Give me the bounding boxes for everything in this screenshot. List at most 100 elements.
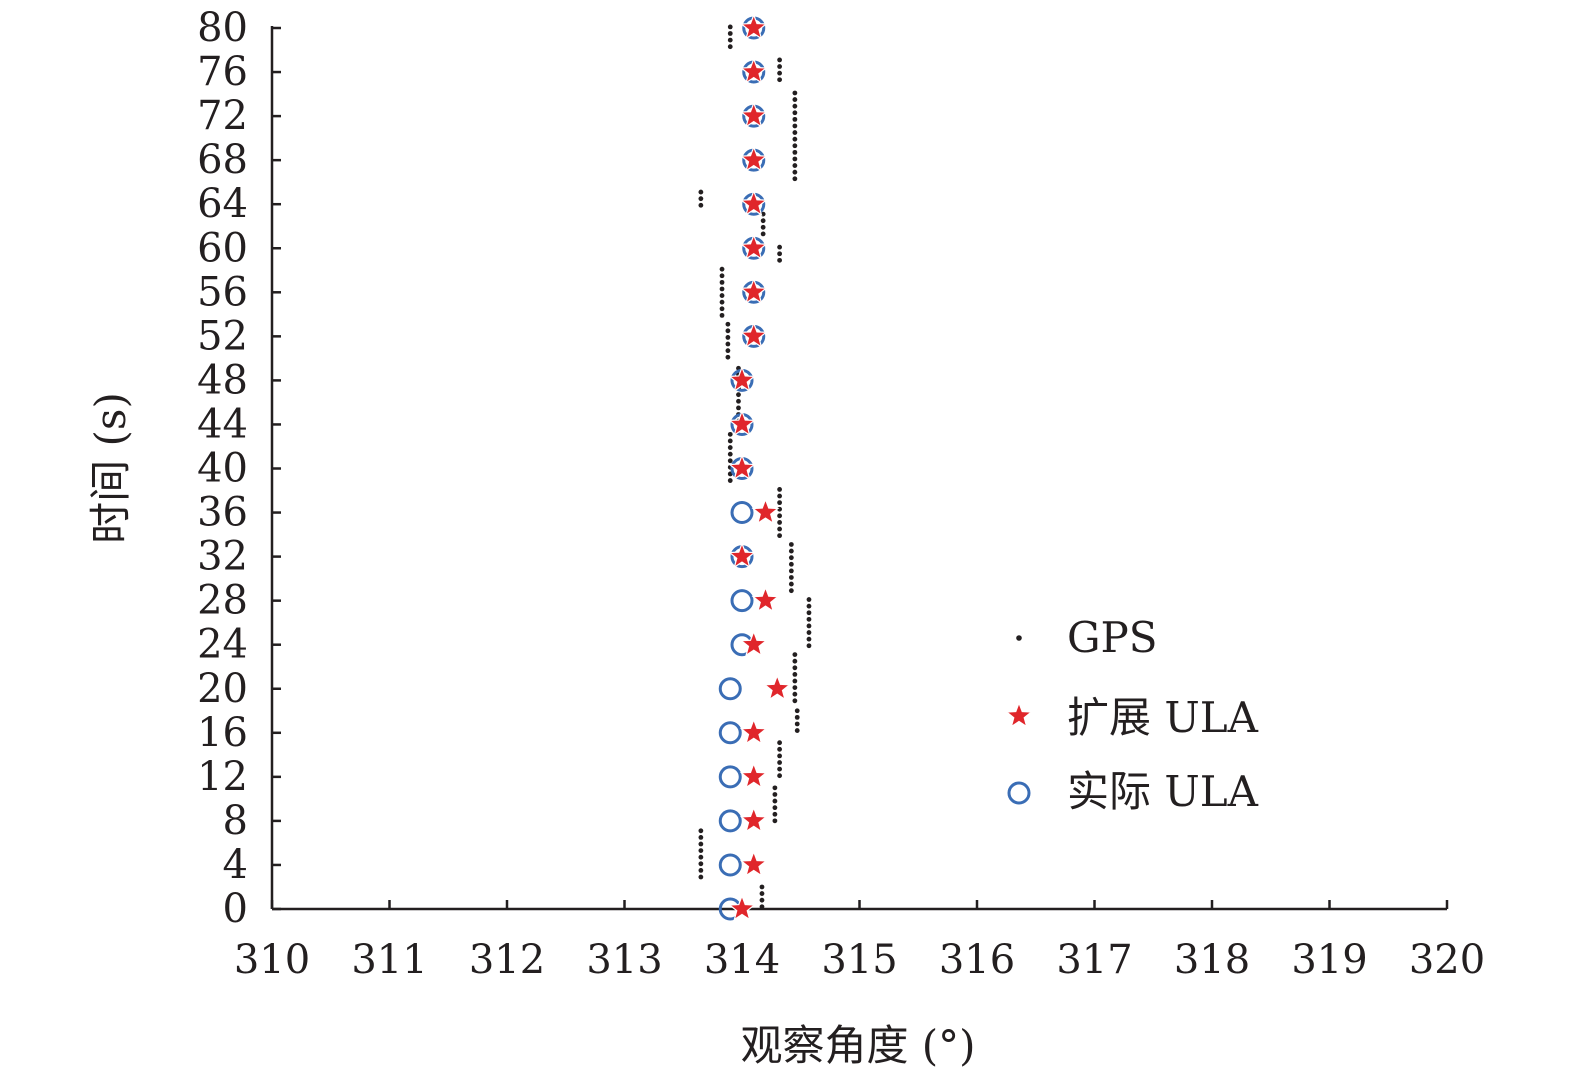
x-tick-label: 310	[234, 937, 310, 983]
gps-point	[806, 630, 812, 635]
gps-point	[777, 746, 782, 752]
legend: GPS 扩展 ULA 实际 ULA	[1005, 613, 1259, 816]
actual-ula-point	[718, 721, 742, 745]
gps-point	[792, 143, 798, 149]
gps-point	[777, 493, 782, 499]
legend-item-extended-ula: 扩展 ULA	[1005, 693, 1259, 742]
gps-point	[719, 273, 725, 279]
gps-point	[698, 848, 704, 854]
legend-item-actual-ula: 实际 ULA	[1007, 767, 1259, 816]
gps-point	[777, 57, 782, 63]
x-tick-label: 317	[1056, 937, 1132, 983]
y-tick-label: 8	[223, 798, 248, 844]
gps-point	[727, 451, 733, 457]
gps-point	[777, 64, 782, 69]
gps-point	[792, 90, 798, 96]
y-tick-label: 0	[223, 886, 248, 932]
gps-point	[725, 321, 731, 327]
gps-point	[760, 224, 766, 230]
extended-ula-point	[739, 233, 768, 261]
gps-point	[777, 753, 782, 759]
gps-point	[788, 555, 794, 561]
y-tick-label: 48	[197, 357, 248, 403]
x-tick-label: 313	[586, 937, 662, 983]
legend-extended-ula-label: 扩展 ULA	[1067, 693, 1259, 742]
gps-point	[727, 31, 733, 36]
gps-point	[794, 708, 800, 714]
gps-point	[792, 123, 798, 129]
y-tick-label: 28	[197, 578, 248, 624]
x-tick-label: 318	[1174, 937, 1250, 983]
gps-point	[698, 189, 704, 195]
y-tick-label: 60	[197, 225, 248, 271]
actual-ula-point	[718, 677, 742, 701]
gps-point	[792, 691, 798, 697]
x-tick-label: 311	[351, 937, 427, 983]
gps-point	[806, 636, 812, 642]
y-tick-label: 56	[197, 269, 248, 315]
gps-point	[806, 597, 812, 602]
gps-point	[777, 773, 782, 779]
gps-point	[788, 575, 794, 580]
gps-point	[792, 136, 798, 142]
gps-point	[792, 110, 798, 116]
gps-point	[777, 760, 782, 765]
y-tick-label: 36	[197, 490, 248, 536]
extended-ula-point	[739, 806, 768, 833]
gps-point	[794, 714, 800, 720]
y-tick-label: 52	[197, 313, 248, 359]
y-tick-label: 20	[197, 666, 248, 712]
gps-series	[698, 24, 812, 910]
gps-point	[772, 818, 778, 824]
extended-ula-point	[728, 453, 756, 481]
gps-point	[698, 841, 704, 847]
extended-ula-point	[739, 189, 768, 217]
gps-point	[792, 672, 798, 677]
gps-point	[759, 884, 765, 890]
extended-ula-point	[739, 277, 768, 305]
gps-point	[777, 740, 782, 746]
actual-ula-point	[718, 765, 742, 789]
gps-point	[698, 196, 704, 202]
legend-extended-ula-marker	[1005, 701, 1033, 728]
gps-point	[698, 202, 704, 208]
gps-point	[719, 279, 725, 285]
gps-point	[727, 438, 733, 444]
gps-point	[792, 685, 798, 691]
gps-point	[777, 526, 782, 532]
gps-point	[792, 130, 798, 135]
gps-point	[719, 312, 725, 318]
gps-point	[777, 244, 782, 250]
y-tick-label: 24	[197, 622, 248, 668]
extended-ula-point	[739, 101, 768, 128]
x-tick-label: 312	[469, 937, 545, 983]
gps-point	[719, 299, 725, 305]
y-tick-label: 76	[197, 49, 248, 95]
gps-point	[725, 354, 731, 360]
gps-point	[719, 293, 725, 298]
x-tick-label: 320	[1409, 937, 1485, 983]
legend-gps-label: GPS	[1067, 613, 1158, 662]
gps-point	[719, 266, 725, 272]
gps-point	[772, 798, 778, 804]
y-tick-label: 44	[197, 401, 248, 447]
gps-point	[806, 643, 812, 649]
gps-point	[792, 103, 798, 109]
gps-point	[777, 487, 782, 492]
gps-point	[777, 257, 782, 263]
y-tick-label: 68	[197, 137, 248, 183]
legend-star-shape	[1005, 701, 1033, 728]
gps-point	[792, 678, 798, 684]
extended-ula-point	[728, 541, 756, 569]
x-tick-label: 316	[939, 937, 1015, 983]
y-axis-title: 时间 (s)	[86, 392, 135, 544]
y-tick-label: 16	[197, 710, 248, 756]
gps-point	[759, 891, 765, 896]
extended-ula-point	[739, 630, 768, 657]
y-tick-label: 80	[197, 5, 248, 51]
gps-point	[777, 251, 782, 257]
extended-ula-point	[751, 497, 780, 525]
gps-point	[698, 828, 704, 834]
legend-actual-ula-marker	[1007, 781, 1031, 805]
